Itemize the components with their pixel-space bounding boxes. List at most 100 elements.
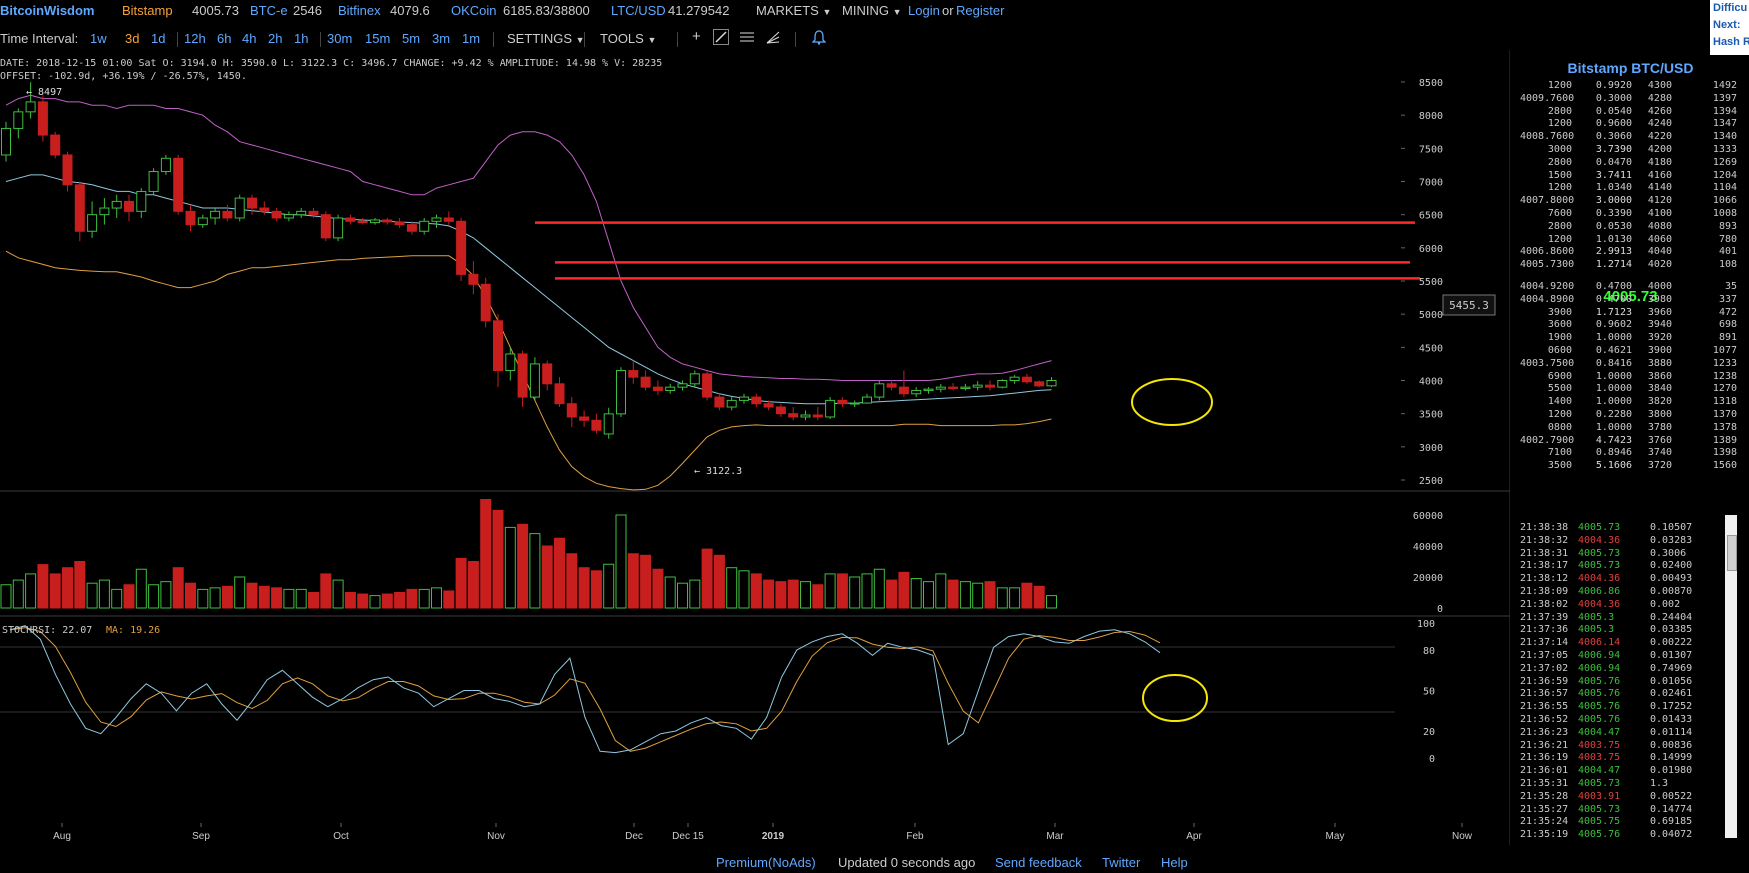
candle-body <box>677 383 688 388</box>
volume-bar <box>357 593 369 609</box>
ticker-bitstamp-name[interactable]: Bitstamp <box>122 3 173 18</box>
trade-cell: 4004.36 <box>1578 598 1621 610</box>
time-interval-label: Time Interval: <box>0 31 79 46</box>
premium-link[interactable]: Premium(NoAds) <box>716 855 816 870</box>
volume-bar <box>258 585 270 609</box>
price-tick-label: 3500 <box>1419 410 1443 421</box>
volume-bar <box>431 587 442 609</box>
candle-body <box>837 399 848 405</box>
trade-row: 21:37:36 4005.3 0.03385 <box>1520 624 1725 637</box>
candle-body <box>62 154 73 186</box>
price-tick-label: 2500 <box>1419 476 1443 487</box>
candle-body <box>124 200 134 212</box>
interval-12h[interactable]: 12h <box>184 31 206 46</box>
tools-menu[interactable]: TOOLS ▼ <box>600 31 656 46</box>
fib-tool-icon[interactable] <box>765 29 781 48</box>
help-link[interactable]: Help <box>1161 855 1188 870</box>
orderbook-cell: 3880 <box>1647 357 1672 369</box>
orderbook-cell: 0.0540 <box>1595 105 1632 117</box>
x-axis-label: Mar <box>1046 831 1064 842</box>
trade-cell: 0.04072 <box>1650 829 1693 841</box>
x-axis-label: Dec 15 <box>672 831 704 842</box>
volume-bar <box>701 548 713 609</box>
price-tick-label: 3000 <box>1419 443 1443 454</box>
ticker-okcoin-name[interactable]: OKCoin <box>451 3 497 18</box>
volume-bar <box>234 576 246 609</box>
ticker-ltcusd-value: 41.279542 <box>668 3 730 18</box>
volume-bar <box>98 579 110 609</box>
mining-label: MINING <box>842 3 889 18</box>
settings-menu[interactable]: SETTINGS ▼ <box>507 31 585 46</box>
orderbook-row: 3600 0.9602 3940 698 <box>1512 319 1737 332</box>
trade-cell: 4003.91 <box>1578 790 1621 802</box>
interval-15m[interactable]: 15m <box>365 31 391 46</box>
markets-menu[interactable]: MARKETS ▼ <box>756 3 831 18</box>
send-feedback-link[interactable]: Send feedback <box>995 855 1082 870</box>
orderbook-cell: 0.3060 <box>1595 131 1632 143</box>
trade-cell: 4006.86 <box>1578 586 1621 597</box>
candle-body <box>99 207 110 216</box>
volume-bar <box>185 582 196 609</box>
candle-body <box>283 214 294 219</box>
ticker-bitfinex-name[interactable]: Bitfinex <box>338 3 381 18</box>
trade-cell: 0.00522 <box>1650 790 1693 802</box>
price-chart[interactable]: STOCHRSI: 22.07 MA: 19.26 2500 3000 3500 400… <box>0 50 1510 845</box>
register-link[interactable]: Register <box>956 3 1005 18</box>
interval-3m[interactable]: 3m <box>432 31 451 46</box>
interval-1h[interactable]: 1h <box>294 31 309 46</box>
horizontal-lines-icon[interactable] <box>739 29 755 48</box>
candle-body <box>788 413 799 418</box>
orderbook-cell: 4.7423 <box>1595 434 1632 446</box>
orderbook-cell: 1233 <box>1712 357 1737 369</box>
trade-cell: 4005.75 <box>1578 816 1621 828</box>
candle-body <box>579 416 590 421</box>
interval-1d[interactable]: 1d <box>151 31 166 46</box>
trade-cell: 21:36:57 <box>1520 688 1569 700</box>
orderbook-cell: 1270 <box>1712 383 1737 395</box>
trade-cell: 0.02461 <box>1650 688 1693 700</box>
trade-row: 21:38:12 4004.36 0.00493 <box>1520 573 1725 586</box>
twitter-link[interactable]: Twitter <box>1102 855 1141 870</box>
orderbook-cell: 1394 <box>1712 105 1737 117</box>
orderbook-row: 4006.8600 2.9913 4040 401 <box>1512 246 1737 259</box>
trades-scrollbar[interactable] <box>1725 515 1737 838</box>
ticker-ltcusd-name[interactable]: LTC/USD <box>611 3 666 18</box>
volume-tick-label: 60000 <box>1413 511 1443 522</box>
trade-cell: 0.02400 <box>1650 560 1693 572</box>
mining-menu[interactable]: MINING ▼ <box>842 3 902 18</box>
volume-bar <box>467 561 479 609</box>
x-axis-label: Feb <box>906 831 924 842</box>
interval-6h[interactable]: 6h <box>217 31 232 46</box>
candle-body <box>935 386 946 390</box>
orderbook-cell: 4060 <box>1647 233 1672 245</box>
orderbook-row: 7600 0.3390 4100 1008 <box>1512 208 1737 221</box>
trendline-icon[interactable] <box>713 29 729 48</box>
volume-bar <box>49 573 61 609</box>
interval-5m[interactable]: 5m <box>402 31 421 46</box>
orderbook-cell: 108 <box>1718 259 1737 271</box>
volume-bar <box>172 567 184 609</box>
candle-body <box>259 207 270 212</box>
orderbook-cell: 0600 <box>1547 345 1572 356</box>
orderbook-row: 1200 0.9920 4300 1492 <box>1512 80 1737 93</box>
orderbook-cell: 1200 <box>1547 409 1572 420</box>
orderbook-title: Bitstamp BTC/USD <box>1567 60 1694 76</box>
orderbook-cell: 3000 <box>1547 144 1572 155</box>
interval-1w[interactable]: 1w <box>90 31 107 46</box>
candle-body <box>173 157 184 212</box>
alert-bell-icon[interactable] <box>811 29 827 48</box>
login-link[interactable]: Login <box>908 3 940 18</box>
ticker-btce-name[interactable]: BTC-e <box>250 3 288 18</box>
interval-2h[interactable]: 2h <box>268 31 283 46</box>
site-logo[interactable]: BitcoinWisdom <box>0 3 95 18</box>
interval-1m[interactable]: 1m <box>462 31 481 46</box>
candle-body <box>333 217 344 239</box>
scrollbar-thumb[interactable] <box>1727 535 1737 571</box>
crosshair-icon[interactable]: + <box>692 28 701 45</box>
interval-30m[interactable]: 30m <box>327 31 353 46</box>
trade-cell: 4003.75 <box>1578 739 1621 751</box>
orderbook-cell: 0.9602 <box>1595 319 1632 331</box>
candle-body <box>1034 381 1045 387</box>
interval-3d[interactable]: 3d <box>125 31 140 46</box>
interval-4h[interactable]: 4h <box>242 31 257 46</box>
